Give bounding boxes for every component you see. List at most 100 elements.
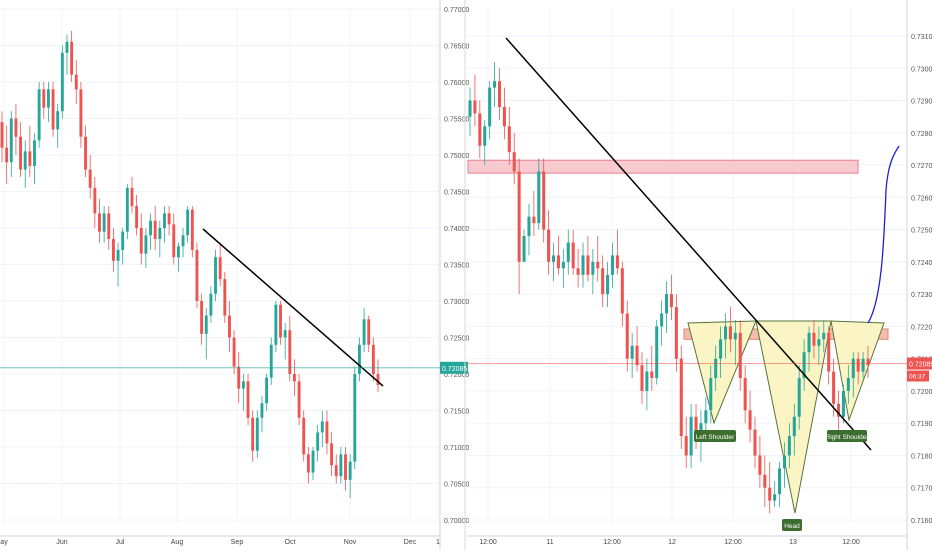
candle-body	[348, 461, 352, 480]
candle-body	[615, 255, 619, 269]
candle-body	[787, 436, 791, 456]
candle-body	[371, 344, 375, 374]
candle-body	[468, 100, 472, 117]
candle-body	[674, 307, 678, 359]
time-tick-label: 1	[436, 539, 440, 546]
candle-body	[265, 377, 269, 404]
candle-body	[232, 337, 236, 367]
candle-body	[181, 235, 185, 247]
price-tick-label: 0.72000	[444, 372, 469, 379]
left-shoulder-label-box	[694, 430, 736, 442]
candle-body	[19, 136, 23, 170]
price-tick-label: 0.71500	[444, 409, 469, 416]
candle-body	[14, 118, 18, 137]
current-price-label: 0.72085	[442, 366, 467, 373]
candle-body	[302, 417, 306, 455]
candle-body	[689, 416, 693, 456]
time-tick-label: Dec	[404, 539, 417, 546]
candle-body	[186, 209, 190, 236]
candle-body	[204, 315, 208, 334]
price-tick-label: 0.70000	[444, 518, 469, 525]
candle-body	[223, 279, 227, 316]
candle-body	[473, 100, 477, 114]
price-tick-label: 0.76500	[444, 44, 469, 51]
time-tick-label: 13	[789, 539, 797, 546]
candle-body	[70, 41, 74, 75]
candle-body	[135, 206, 139, 228]
candle-body	[176, 246, 180, 258]
time-tick-label: Sep	[231, 539, 244, 546]
candle-body	[792, 416, 796, 437]
candle-body	[311, 450, 315, 473]
candle-body	[488, 87, 492, 127]
candle-body	[293, 374, 296, 382]
candle-body	[547, 229, 551, 262]
candle-body	[107, 213, 111, 239]
time-tick-label: Nov	[344, 539, 357, 546]
candle-body	[153, 220, 157, 239]
candle-body	[542, 171, 546, 230]
candle-body	[478, 113, 482, 146]
price-tick-label: 0.75500	[444, 117, 469, 124]
candle-body	[827, 332, 831, 372]
price-tick-label: 0.74500	[444, 190, 469, 197]
candle-body	[527, 216, 531, 237]
candle-body	[669, 294, 673, 308]
price-tick-label: 0.77000	[444, 7, 469, 14]
candle-body	[773, 494, 777, 501]
candle-body	[158, 228, 162, 239]
candle-body	[841, 390, 845, 417]
candle-body	[601, 268, 605, 295]
candle-body	[684, 436, 688, 456]
candle-body	[497, 81, 502, 107]
candle-body	[763, 474, 767, 488]
price-tick-label: 0.74000	[444, 226, 469, 233]
candle-body	[283, 330, 287, 338]
candle-body	[620, 268, 624, 314]
candle-body	[694, 416, 698, 437]
candle-body	[552, 255, 556, 262]
time-tick-label: Oct	[285, 539, 296, 546]
time-tick-label: Aug	[171, 539, 184, 546]
candle-body	[65, 41, 69, 53]
price-tick-label: 0.75000	[444, 153, 469, 160]
candle-body	[5, 147, 9, 163]
candle-body	[571, 242, 575, 269]
time-tick-label: 12:00	[724, 539, 742, 546]
candle-body	[556, 255, 560, 269]
candle-body	[79, 89, 83, 137]
candle-body	[566, 242, 570, 262]
candle-body	[797, 378, 801, 417]
candle-body	[121, 231, 125, 250]
candle-body	[699, 423, 703, 437]
candle-body	[836, 403, 841, 417]
candle-body	[493, 81, 497, 88]
candle-body	[149, 220, 152, 236]
candle-body	[753, 429, 757, 456]
candle-body	[645, 371, 649, 391]
candle-body	[279, 304, 282, 338]
candle-body	[288, 330, 292, 374]
candle-body	[93, 187, 97, 214]
head-label: Head	[784, 523, 800, 530]
candle-body	[102, 213, 106, 232]
candle-body	[517, 171, 521, 262]
candle-body	[237, 366, 241, 389]
candle-body	[768, 487, 772, 501]
candle-body	[269, 344, 273, 378]
time-tick-label: 12	[668, 539, 676, 546]
price-tick-label: 0.72500	[911, 228, 932, 235]
candle-body	[9, 118, 13, 163]
projection-curve	[867, 145, 900, 324]
candle-body	[748, 410, 752, 430]
price-tick-label: 0.73500	[444, 263, 469, 270]
candle-body	[817, 339, 821, 346]
candle-body	[832, 371, 836, 404]
